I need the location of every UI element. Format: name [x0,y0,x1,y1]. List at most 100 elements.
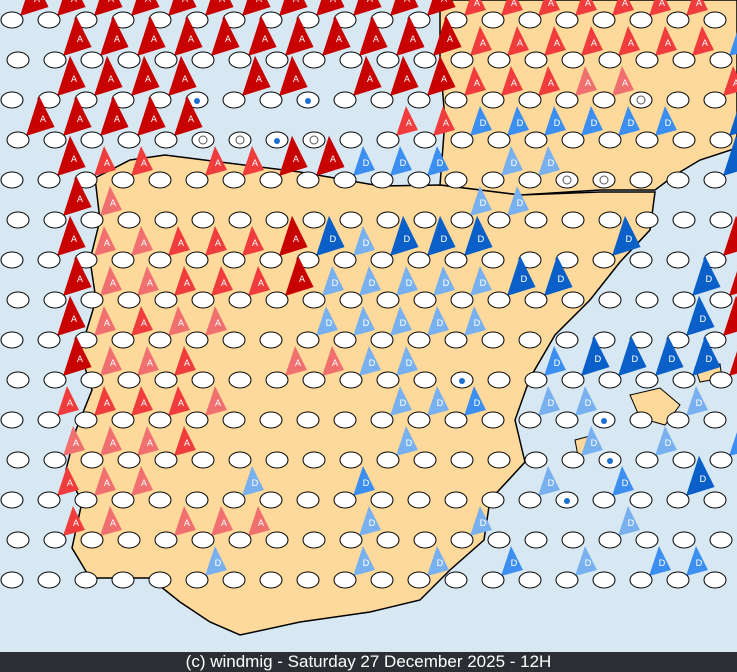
station-ellipse [370,91,394,109]
wind-pennant [686,295,715,336]
station-ellipse [37,571,61,589]
station-ellipse [635,531,659,549]
station-ellipse [0,171,24,189]
pressure-letter: D [369,519,376,529]
station-ellipse [148,411,172,429]
station-ellipse [302,451,326,469]
wind-pennant [20,0,49,16]
station-ellipse [191,291,215,309]
station-ellipse [43,531,67,549]
station-ellipse [629,91,653,109]
station-ellipse [191,371,215,389]
wind-pennant [396,106,418,136]
station-ellipse [185,411,209,429]
station-ellipse [481,11,505,29]
station-ellipse [148,331,172,349]
pressure-letter: A [71,75,78,85]
wind-pennant [538,146,560,176]
pressure-letter: A [110,199,117,209]
pressure-letter: A [548,79,555,89]
station-ellipse [592,251,616,269]
station-ellipse [302,211,326,229]
station-ellipse [302,131,326,149]
wind-pennant [353,466,375,496]
pressure-letter: D [705,355,712,365]
pressure-letter: A [145,0,152,5]
wind-pennant [581,335,610,376]
pressure-letter: A [147,439,154,449]
station-ellipse [265,211,289,229]
pressure-letter: D [480,199,487,209]
wind-pennant [94,0,123,16]
station-ellipse [376,451,400,469]
station-ellipse [0,331,24,349]
station-ellipse [487,451,511,469]
pressure-letter: A [441,75,448,85]
wind-pennant [390,306,412,336]
pressure-letter: A [151,115,158,125]
wind-pennant [242,226,264,256]
pressure-letter: D [369,359,376,369]
station-ellipse [333,571,357,589]
station-ellipse [672,51,696,69]
station-ellipse [0,571,24,589]
pressure-letter: A [404,75,411,85]
station-ellipse [74,491,98,509]
pressure-letter: A [178,399,185,409]
wind-pennant [575,0,597,16]
wind-pennant [655,26,677,56]
pressure-letter: A [67,479,74,489]
station-ellipse [259,251,283,269]
wind-pennant [100,426,122,456]
station-ellipse [228,371,252,389]
pressure-letter: A [225,35,232,45]
wind-pennant [433,15,462,57]
pressure-letter: A [299,35,306,45]
station-ellipse [481,571,505,589]
wind-pennant [248,506,270,536]
wind-pennant [501,146,523,176]
station-ellipse [6,211,30,229]
station-ellipse [666,251,690,269]
pressure-letter: A [517,39,524,49]
station-ellipse [444,571,468,589]
pressure-letter: A [293,0,300,5]
station-ellipse [444,331,468,349]
wind-pennant [501,546,523,576]
wind-pennant [322,15,351,57]
wind-pennant [470,26,492,56]
station-ellipse [259,491,283,509]
station-ellipse [561,531,585,549]
wind-pennant [205,306,227,336]
station-ellipse [296,491,320,509]
wind-pennant [575,546,597,576]
station-ellipse [598,531,622,549]
station-ellipse [629,411,653,429]
station-ellipse [154,51,178,69]
wind-pennant [174,426,196,456]
wind-pennant [205,0,234,16]
pressure-letter: D [668,355,675,365]
rain-icon [194,98,200,104]
wind-pennant [94,55,123,96]
pressure-letter: A [141,399,148,409]
station-ellipse [561,371,585,389]
station-ellipse [265,371,289,389]
station-ellipse [222,411,246,429]
station-ellipse [296,571,320,589]
station-ellipse [518,411,542,429]
station-ellipse [111,331,135,349]
wind-pennant [359,346,381,376]
station-ellipse [154,211,178,229]
pressure-letter: D [437,399,444,409]
wind-pennant [57,466,79,496]
wind-pennant [248,15,277,57]
wind-pennant [279,135,308,176]
station-ellipse [117,211,141,229]
station-ellipse [413,451,437,469]
wind-pennant [359,15,388,57]
pressure-letter: D [628,119,635,129]
station-ellipse [592,11,616,29]
pressure-letter: A [330,155,337,165]
pressure-letter: A [188,35,195,45]
